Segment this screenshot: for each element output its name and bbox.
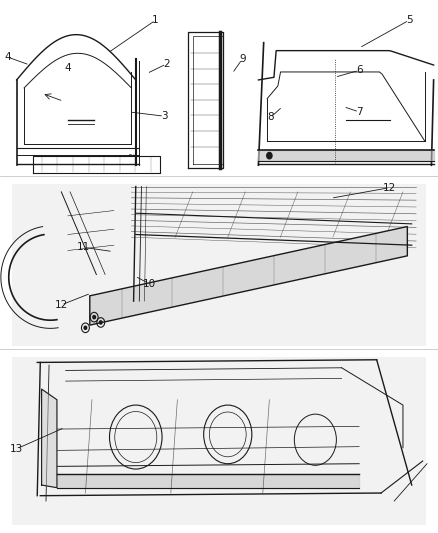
Circle shape <box>84 326 87 329</box>
Text: 6: 6 <box>356 66 363 75</box>
Polygon shape <box>42 389 57 488</box>
Text: 2: 2 <box>163 59 170 69</box>
Text: 10: 10 <box>142 279 155 288</box>
Bar <box>12 357 426 525</box>
Text: 5: 5 <box>406 15 413 25</box>
Circle shape <box>267 152 272 159</box>
Polygon shape <box>90 227 407 325</box>
Bar <box>12 184 426 346</box>
Text: 13: 13 <box>10 444 23 454</box>
Text: 3: 3 <box>161 111 168 121</box>
Text: 9: 9 <box>239 54 246 64</box>
Text: 4: 4 <box>64 63 71 73</box>
Text: 1: 1 <box>152 15 159 25</box>
Text: 7: 7 <box>356 107 363 117</box>
Circle shape <box>99 321 102 324</box>
Text: 4: 4 <box>4 52 11 62</box>
Circle shape <box>93 316 95 319</box>
Text: 8: 8 <box>267 112 274 122</box>
Text: 12: 12 <box>383 183 396 192</box>
Text: 12: 12 <box>55 300 68 310</box>
Text: 11: 11 <box>77 243 90 252</box>
